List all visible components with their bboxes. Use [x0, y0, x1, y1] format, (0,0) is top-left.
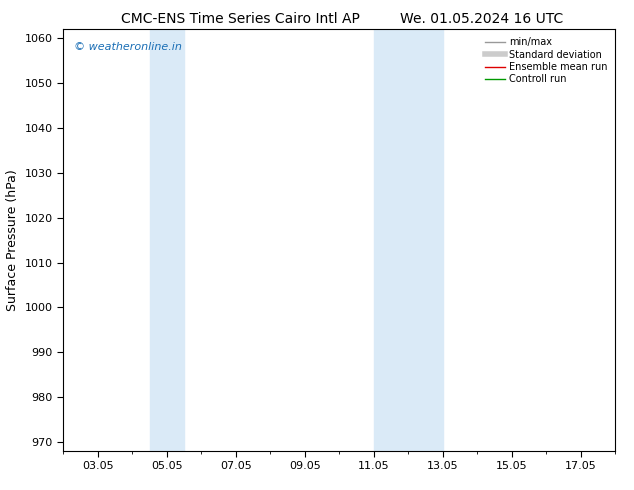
- Text: We. 01.05.2024 16 UTC: We. 01.05.2024 16 UTC: [400, 12, 564, 26]
- Text: CMC-ENS Time Series Cairo Intl AP: CMC-ENS Time Series Cairo Intl AP: [122, 12, 360, 26]
- Bar: [373, 29, 443, 451]
- Text: © weatheronline.in: © weatheronline.in: [74, 42, 183, 52]
- Legend: min/max, Standard deviation, Ensemble mean run, Controll run: min/max, Standard deviation, Ensemble me…: [482, 34, 610, 87]
- Y-axis label: Surface Pressure (hPa): Surface Pressure (hPa): [6, 169, 19, 311]
- Bar: [150, 29, 184, 451]
